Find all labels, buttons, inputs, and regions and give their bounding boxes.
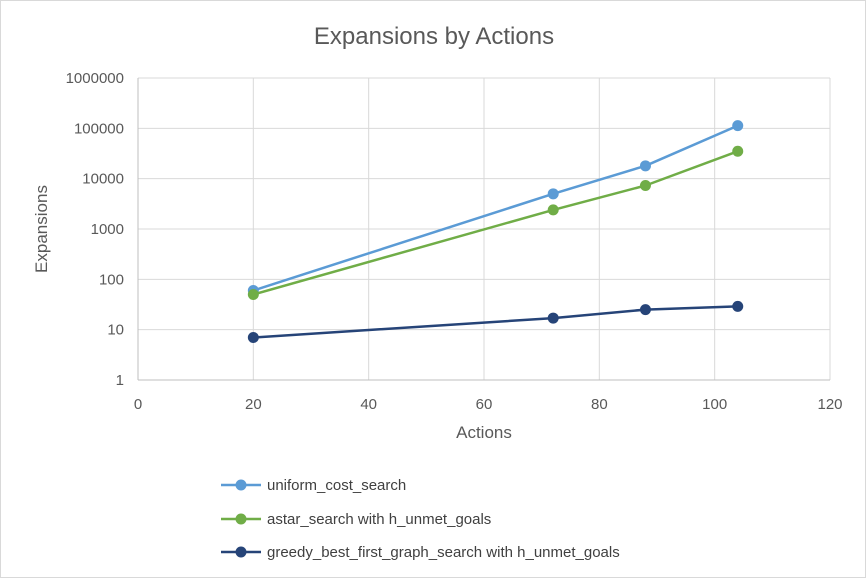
x-axis-title: Actions — [456, 423, 512, 442]
legend-marker — [235, 479, 247, 491]
legend-label: uniform_cost_search — [267, 477, 406, 494]
y-tick-label: 1 — [116, 372, 124, 389]
y-tick-labels: 1 10 100 1000 10000 100000 1000000 — [66, 70, 124, 389]
legend-entry: uniform_cost_search — [221, 477, 406, 494]
axes — [137, 78, 830, 381]
y-tick-label: 10000 — [82, 171, 124, 188]
x-tick-label: 40 — [360, 396, 377, 413]
y-tick-label: 100 — [99, 271, 124, 288]
y-tick-label: 10 — [107, 322, 124, 339]
series-line — [253, 305, 738, 339]
series-2 — [247, 300, 744, 343]
data-point — [732, 120, 744, 132]
x-tick-label: 60 — [476, 396, 493, 413]
data-point — [547, 188, 559, 200]
legend-label: astar_search with h_unmet_goals — [267, 511, 491, 528]
series-group — [247, 120, 744, 343]
data-point — [547, 312, 559, 324]
data-point — [639, 304, 651, 316]
x-tick-label: 20 — [245, 396, 262, 413]
data-point — [247, 331, 259, 343]
data-point — [732, 145, 744, 157]
legend-entry: astar_search with h_unmet_goals — [221, 511, 491, 528]
x-tick-label: 0 — [134, 396, 142, 413]
series-0 — [247, 120, 744, 296]
data-point — [247, 288, 259, 300]
data-point — [639, 180, 651, 192]
series-line — [252, 150, 739, 296]
legend: uniform_cost_search astar_search with h_u… — [221, 477, 620, 561]
chart-title: Expansions by Actions — [314, 23, 554, 50]
gridlines — [138, 77, 831, 380]
legend-marker — [235, 546, 247, 558]
y-tick-label: 1000000 — [66, 70, 124, 87]
x-tick-label: 100 — [702, 396, 727, 413]
series-line — [252, 124, 739, 292]
x-tick-label: 80 — [591, 396, 608, 413]
x-tick-labels: 0 20 40 60 80 100 120 — [134, 396, 843, 413]
legend-entry: greedy_best_first_graph_search with h_un… — [221, 544, 620, 561]
y-tick-label: 1000 — [91, 221, 124, 238]
y-tick-label: 100000 — [74, 120, 124, 137]
legend-label: greedy_best_first_graph_search with h_un… — [267, 544, 620, 561]
data-point — [732, 300, 744, 312]
data-point — [547, 204, 559, 216]
y-axis-title: Expansions — [32, 185, 51, 273]
data-point — [639, 160, 651, 172]
series-1 — [247, 145, 744, 300]
x-tick-label: 120 — [817, 396, 842, 413]
legend-marker — [235, 513, 247, 525]
